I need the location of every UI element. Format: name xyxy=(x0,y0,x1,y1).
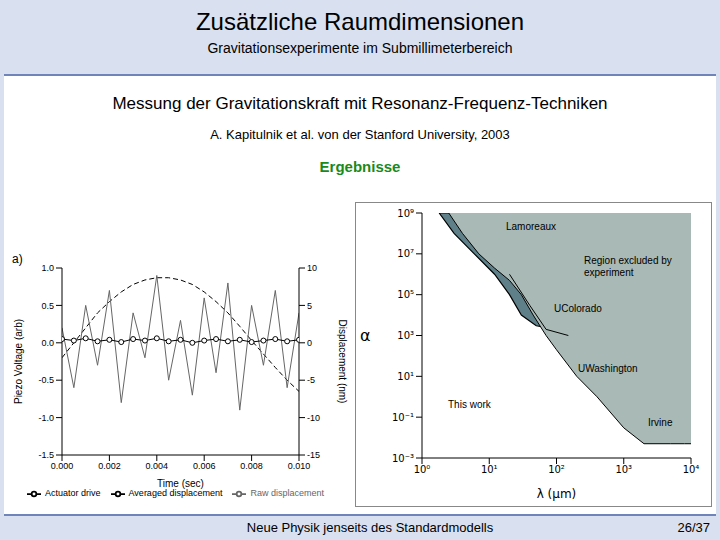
svg-text:5: 5 xyxy=(307,301,312,311)
svg-text:Displacement (nm): Displacement (nm) xyxy=(337,320,348,404)
svg-text:λ (µm): λ (µm) xyxy=(537,487,577,501)
svg-text:10⁰: 10⁰ xyxy=(414,464,431,475)
svg-text:-1.0: -1.0 xyxy=(38,413,54,423)
svg-text:-1.5: -1.5 xyxy=(38,450,54,460)
html-text:Actuator drive: Actuator drive xyxy=(45,488,101,499)
svg-text:α: α xyxy=(360,326,371,345)
svg-text:-5: -5 xyxy=(307,375,315,385)
svg-text:10²: 10² xyxy=(548,464,565,475)
svg-text:10⁴: 10⁴ xyxy=(683,464,700,475)
html-text:UWashington: UWashington xyxy=(578,363,638,374)
svg-text:0.000: 0.000 xyxy=(51,461,74,471)
svg-text:10³: 10³ xyxy=(397,330,414,341)
svg-text:0.002: 0.002 xyxy=(98,461,121,471)
html-text:Gravitationsexperimente im Sub: Gravitationsexperimente im Submillimeter… xyxy=(207,40,513,56)
svg-text:0: 0 xyxy=(307,338,312,348)
html-text:Irvine: Irvine xyxy=(648,417,673,428)
svg-text:-15: -15 xyxy=(307,450,320,460)
svg-text:0.008: 0.008 xyxy=(240,461,263,471)
svg-text:0.010: 0.010 xyxy=(288,461,311,471)
svg-text:10⁻³: 10⁻³ xyxy=(392,453,414,464)
svg-text:-10: -10 xyxy=(307,413,320,423)
html-text:UColorado: UColorado xyxy=(554,303,602,314)
svg-text:0.0: 0.0 xyxy=(41,338,54,348)
svg-text:10⁻¹: 10⁻¹ xyxy=(392,412,414,423)
html-text:Messung der Gravitationskraft: Messung der Gravitationskraft mit Resona… xyxy=(112,94,608,113)
html-text:a): a) xyxy=(12,252,23,266)
svg-text:0.006: 0.006 xyxy=(193,461,216,471)
html-text:Lamoreaux: Lamoreaux xyxy=(506,221,556,232)
html-text:Ergebnisse: Ergebnisse xyxy=(319,158,401,175)
svg-text:10¹: 10¹ xyxy=(397,371,414,382)
svg-text:10⁹: 10⁹ xyxy=(397,208,414,219)
svg-text:-0.5: -0.5 xyxy=(38,375,54,385)
html-text:Neue Physik jenseits des Stand: Neue Physik jenseits des Standardmodells xyxy=(246,520,494,535)
html-text:Raw displacement: Raw displacement xyxy=(250,488,324,499)
svg-text:10: 10 xyxy=(307,263,317,273)
html-text:Averaged displacement: Averaged displacement xyxy=(128,488,223,499)
svg-text:Piezo Voltage (arb): Piezo Voltage (arb) xyxy=(13,319,24,404)
svg-text:10⁵: 10⁵ xyxy=(397,289,414,300)
svg-text:10³: 10³ xyxy=(615,464,632,475)
html-text:Zusätzliche Raumdimensionen: Zusätzliche Raumdimensionen xyxy=(195,8,525,35)
html-text:This work: This work xyxy=(448,399,491,410)
html-text:A. Kapitulnik et al. von der S: A. Kapitulnik et al. von der Stanford Un… xyxy=(210,127,510,142)
svg-text:10¹: 10¹ xyxy=(481,464,498,475)
svg-text:Time (sec): Time (sec) xyxy=(157,478,204,489)
svg-text:0.004: 0.004 xyxy=(146,461,169,471)
html-text:Region excluded by experiment: Region excluded by experiment xyxy=(584,255,672,278)
svg-text:1.0: 1.0 xyxy=(41,263,54,273)
svg-text:10⁷: 10⁷ xyxy=(397,248,414,259)
html-text:26/37: 26/37 xyxy=(677,520,710,535)
svg-text:0.5: 0.5 xyxy=(41,301,54,311)
